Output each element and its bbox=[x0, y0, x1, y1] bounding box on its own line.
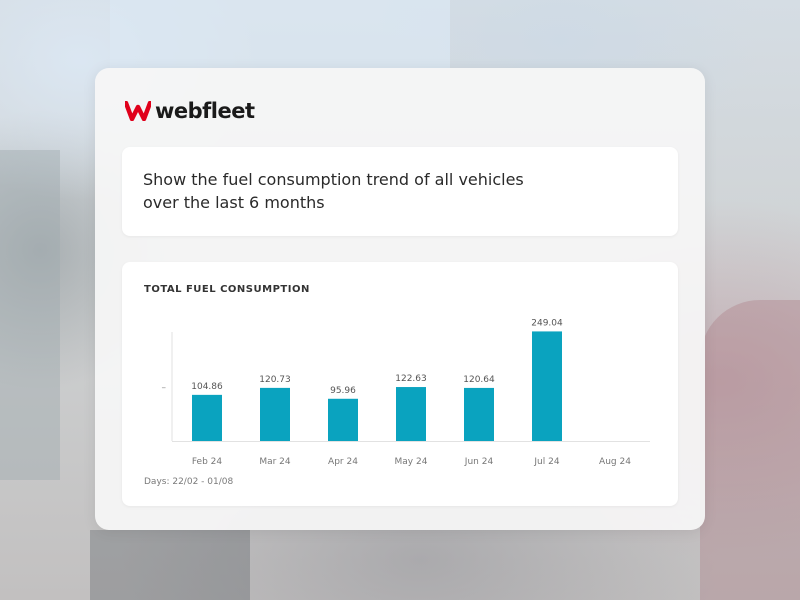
x-tick-label: Aug 24 bbox=[599, 457, 631, 467]
bar-value-label: 104.86 bbox=[191, 382, 223, 392]
bar-jul-24 bbox=[532, 331, 562, 441]
bar-value-label: 120.73 bbox=[259, 375, 291, 385]
background-shelf bbox=[0, 150, 60, 480]
fuel-bar-chart: – 104.86 Feb 24 120.73 Mar 24 95.96 Apr 24 122… bbox=[162, 318, 650, 467]
prompt-card: Show the fuel consumption trend of all v… bbox=[122, 147, 678, 236]
webfleet-logo: webfleet bbox=[125, 98, 255, 124]
bars-group: 104.86 Feb 24 120.73 Mar 24 95.96 Apr 24 122.6… bbox=[191, 318, 631, 467]
days-range-label: Days: 22/02 - 01/08 bbox=[144, 477, 234, 487]
chart-title: TOTAL FUEL CONSUMPTION bbox=[144, 284, 310, 295]
background-window bbox=[110, 0, 450, 70]
x-tick-label: Apr 24 bbox=[328, 457, 358, 467]
brand-name: webfleet bbox=[155, 99, 255, 123]
bar-may-24 bbox=[396, 387, 426, 441]
bar-apr-24 bbox=[328, 398, 358, 441]
x-tick-label: Mar 24 bbox=[259, 457, 291, 467]
y-tick-label: – bbox=[162, 383, 167, 393]
background-floor bbox=[90, 530, 250, 600]
bar-feb-24 bbox=[192, 394, 222, 441]
webfleet-logo-icon bbox=[125, 101, 151, 121]
x-tick-label: Jul 24 bbox=[533, 457, 559, 467]
prompt-text: Show the fuel consumption trend of all v… bbox=[143, 170, 524, 212]
bar-value-label: 122.63 bbox=[395, 374, 427, 384]
bar-value-label: 120.64 bbox=[463, 375, 495, 385]
bar-value-label: 95.96 bbox=[330, 386, 356, 396]
background-chair bbox=[700, 300, 800, 600]
x-tick-label: May 24 bbox=[395, 457, 428, 467]
fuel-chart-card: TOTAL FUEL CONSUMPTION – 104.86 Feb 24 120… bbox=[122, 262, 678, 506]
x-tick-label: Feb 24 bbox=[192, 457, 223, 467]
bar-jun-24 bbox=[464, 387, 494, 441]
bar-value-label: 249.04 bbox=[531, 318, 563, 328]
bar-mar-24 bbox=[260, 387, 290, 441]
x-tick-label: Jun 24 bbox=[464, 457, 494, 467]
assistant-panel: webfleet Show the fuel consumption trend… bbox=[95, 68, 705, 530]
